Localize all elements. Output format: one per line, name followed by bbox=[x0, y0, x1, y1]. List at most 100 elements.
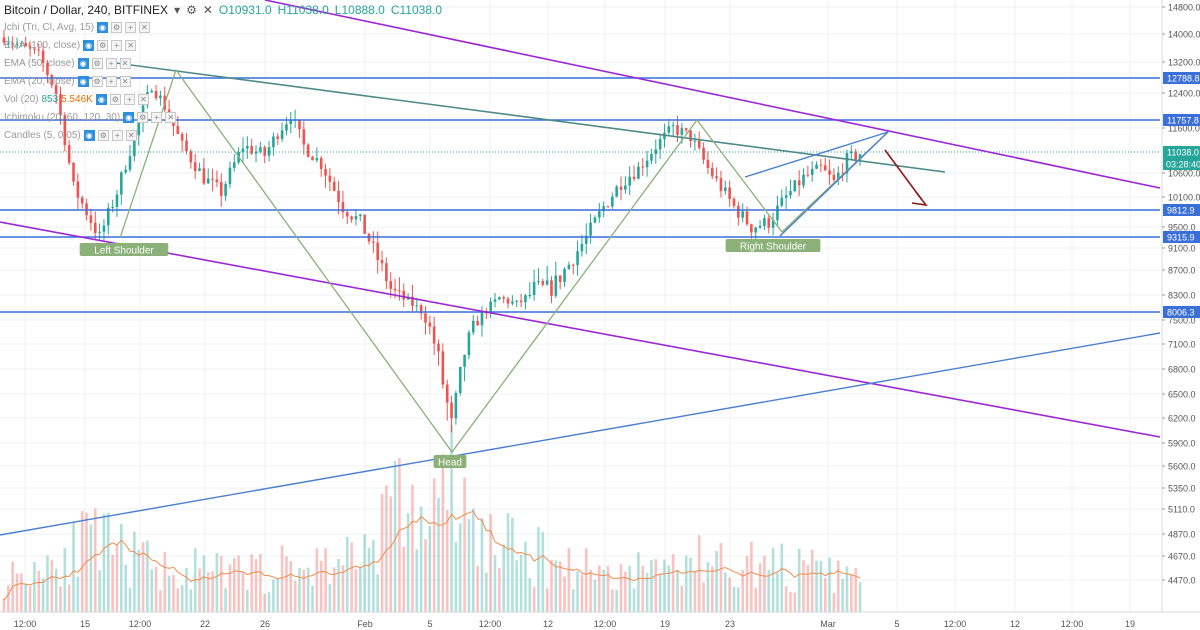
add-icon[interactable]: + bbox=[111, 40, 123, 51]
candle-body bbox=[463, 354, 466, 367]
volume-ma-line bbox=[3, 510, 861, 601]
indicator-row[interactable]: EMA (20, close) ◉ ⚙ + ✕ bbox=[4, 76, 131, 87]
candle-body bbox=[815, 164, 818, 169]
visibility-eye-icon[interactable]: ◉ bbox=[97, 22, 109, 33]
time-tick-label: 12 bbox=[1010, 619, 1020, 629]
indicator-row[interactable]: Ichimoku (20, 60, 120, 30) ◉ ⚙ + ✕ bbox=[4, 112, 177, 123]
candle-body bbox=[771, 220, 775, 228]
indicator-row[interactable]: Ichi (Tri, Cl, Avg, 15) ◉ ⚙ + ✕ bbox=[4, 22, 151, 33]
add-icon[interactable]: + bbox=[151, 112, 163, 123]
volume-bar bbox=[372, 540, 375, 612]
volume-bar bbox=[232, 558, 236, 612]
volume-bar bbox=[745, 556, 749, 612]
close-icon[interactable]: ✕ bbox=[202, 3, 213, 17]
rising-support-line bbox=[0, 332, 1161, 536]
volume-bar bbox=[202, 555, 206, 612]
candle-body bbox=[246, 146, 249, 149]
add-icon[interactable]: + bbox=[105, 76, 117, 87]
add-icon[interactable]: + bbox=[105, 58, 117, 69]
close-icon[interactable]: ✕ bbox=[125, 130, 137, 141]
candle-body bbox=[337, 190, 340, 203]
settings-icon[interactable]: ⚙ bbox=[97, 130, 109, 141]
close-icon[interactable]: ✕ bbox=[125, 40, 137, 51]
volume-bar bbox=[224, 588, 227, 612]
price-tick-label: 11600.0 bbox=[1168, 124, 1200, 134]
settings-icon[interactable]: ⚙ bbox=[91, 76, 103, 87]
price-axis: 14800.0 14000.0 13200.0 12400.0 11600.0 10600… bbox=[1161, 0, 1200, 630]
volume-bar bbox=[172, 574, 175, 612]
candle-body bbox=[59, 93, 62, 116]
visibility-eye-icon[interactable]: ◉ bbox=[95, 94, 107, 105]
indicator-row[interactable]: Vol (20) 853 5.546K ◉ ⚙ + ✕ bbox=[4, 94, 149, 105]
candle-body bbox=[784, 195, 788, 198]
level-label-bg bbox=[1163, 306, 1200, 318]
candle-body bbox=[680, 128, 684, 135]
add-icon[interactable]: + bbox=[123, 94, 135, 105]
indicator-row[interactable]: EMA (100, close) ◉ ⚙ + ✕ bbox=[4, 40, 137, 51]
candle-body bbox=[128, 156, 132, 170]
candle-body bbox=[102, 225, 106, 232]
volume-bar bbox=[33, 562, 36, 612]
candle-body bbox=[7, 42, 10, 44]
volume-bar bbox=[763, 555, 766, 612]
settings-icon[interactable]: ⚙ bbox=[186, 3, 197, 17]
candle-body bbox=[476, 320, 479, 326]
volume-bar bbox=[67, 584, 71, 612]
volume-bar bbox=[415, 549, 419, 612]
visibility-eye-icon[interactable]: ◉ bbox=[123, 112, 135, 123]
candle-body bbox=[72, 162, 75, 182]
candle-body bbox=[498, 297, 501, 300]
volume-bar bbox=[324, 547, 327, 612]
add-icon[interactable]: + bbox=[125, 22, 137, 33]
candle-body bbox=[458, 366, 462, 393]
settings-icon[interactable]: ⚙ bbox=[109, 94, 121, 105]
candle-body bbox=[515, 300, 519, 302]
volume-bar bbox=[176, 588, 180, 612]
volume-bar bbox=[263, 593, 267, 612]
volume-bar bbox=[780, 543, 784, 612]
close-icon[interactable]: ✕ bbox=[119, 76, 131, 87]
volume-bar bbox=[841, 578, 844, 612]
settings-icon[interactable]: ⚙ bbox=[91, 58, 103, 69]
candle-body bbox=[532, 281, 536, 295]
visibility-eye-icon[interactable]: ◉ bbox=[77, 76, 89, 87]
candle-body bbox=[797, 180, 801, 186]
volume-bar bbox=[654, 559, 658, 612]
candle-body bbox=[428, 322, 432, 327]
volume-bar bbox=[41, 578, 45, 612]
indicator-row[interactable]: Candles (5, 0.05) ◉ ⚙ + ✕ bbox=[4, 130, 137, 141]
visibility-eye-icon[interactable]: ◉ bbox=[77, 58, 89, 69]
candle-body bbox=[354, 216, 358, 220]
settings-icon[interactable]: ⚙ bbox=[137, 112, 149, 123]
candle-body bbox=[424, 313, 427, 323]
candle-body bbox=[228, 167, 232, 185]
close-icon[interactable]: ✕ bbox=[137, 94, 149, 105]
time-tick-label: 12:00 bbox=[479, 619, 502, 629]
volume-bar bbox=[298, 567, 301, 612]
countdown-bg bbox=[1163, 158, 1200, 170]
close-icon[interactable]: ✕ bbox=[119, 58, 131, 69]
chevron-down-icon[interactable]: ▾ bbox=[174, 3, 181, 17]
candle-body bbox=[67, 145, 71, 163]
volume-bar bbox=[528, 578, 532, 612]
candle-body bbox=[563, 269, 566, 282]
volume-bar bbox=[471, 508, 475, 612]
close-icon[interactable]: ✕ bbox=[165, 112, 177, 123]
volume-bar bbox=[684, 555, 688, 612]
volume-bar bbox=[832, 592, 836, 612]
settings-icon[interactable]: ⚙ bbox=[97, 40, 109, 51]
last-price-label: 11038.0 bbox=[1167, 148, 1199, 158]
candle-body bbox=[350, 216, 353, 220]
time-tick-label: 12:00 bbox=[594, 619, 617, 629]
indicator-row[interactable]: EMA (50, close) ◉ ⚙ + ✕ bbox=[4, 58, 131, 69]
visibility-eye-icon[interactable]: ◉ bbox=[83, 130, 95, 141]
visibility-eye-icon[interactable]: ◉ bbox=[83, 40, 95, 51]
add-icon[interactable]: + bbox=[111, 130, 123, 141]
volume-bar bbox=[280, 545, 284, 612]
volume-bar bbox=[580, 574, 584, 612]
price-tick-label: 8300.0 bbox=[1168, 291, 1196, 301]
close-icon[interactable]: ✕ bbox=[139, 22, 151, 33]
settings-icon[interactable]: ⚙ bbox=[111, 22, 123, 33]
symbol-title[interactable]: Bitcoin / Dollar, 240, BITFINEX bbox=[4, 3, 169, 17]
